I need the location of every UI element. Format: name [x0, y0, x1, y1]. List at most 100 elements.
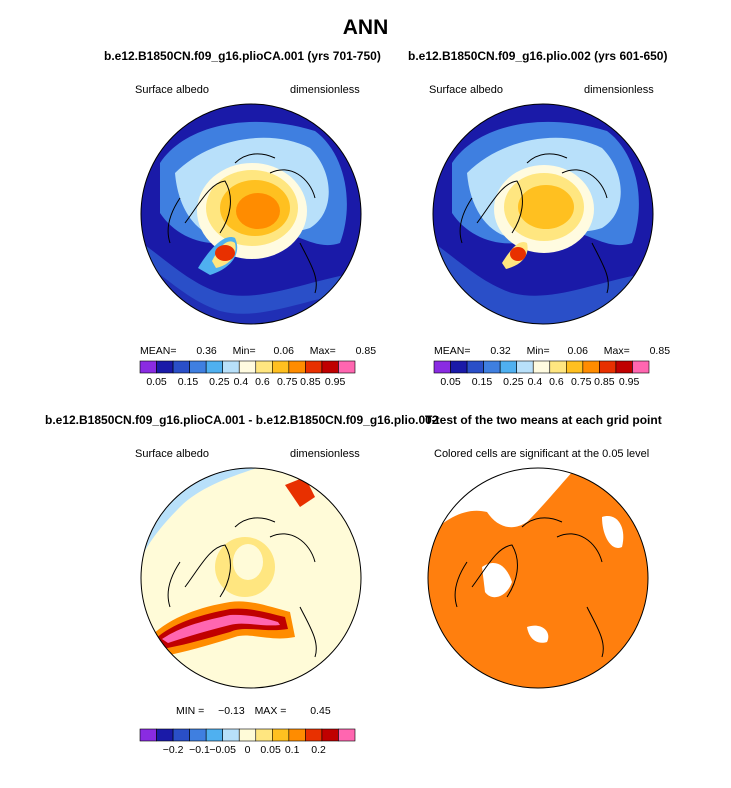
panel3-colorbar-tick-label: −0.05 — [209, 744, 236, 756]
panel4-significant-area — [428, 468, 648, 688]
panel2-colorbar-cell — [466, 360, 484, 374]
panel3-stats: MIN = −0.13 MAX = 0.45 — [176, 705, 331, 717]
panel3-min-label: MIN = — [176, 705, 205, 717]
panel3-colorbar-cell — [238, 728, 257, 742]
panel2-mean-label: MEAN= — [434, 345, 471, 357]
panel2-min-label: Min= — [526, 345, 550, 357]
panel1-colorbar-cell — [288, 360, 306, 374]
panel3-colorbar-tick-label: 0.2 — [311, 744, 326, 756]
panel4-subtitle: Colored cells are significant at the 0.0… — [434, 448, 650, 460]
panel3-colorbar-cell — [222, 728, 240, 742]
panel2-min-value: 0.06 — [567, 345, 588, 357]
panel3-colorbar-cell — [189, 728, 207, 742]
panel4-gap-south — [527, 625, 549, 643]
panel2-colorbar-tick-label: 0.85 — [594, 376, 615, 388]
panel1-colorbar-cell — [321, 360, 339, 374]
panel1-colorbar-tick-label: 0.4 — [233, 376, 249, 388]
panel2-units: dimensionless — [584, 84, 654, 96]
panel1-units: dimensionless — [290, 84, 360, 96]
panel2-colorbar-cell — [499, 360, 517, 374]
panel1-colorbar-tick-label: 0.05 — [146, 376, 167, 388]
panel1-mean-value: 0.36 — [196, 345, 217, 357]
panel2-max-value: 0.85 — [649, 345, 671, 357]
panel3-units: dimensionless — [290, 448, 360, 460]
panel3-colorbar-cell — [321, 728, 339, 742]
panel3-colorbar-tick-label: 0 — [244, 744, 251, 756]
panel1-min-value: 0.06 — [273, 345, 294, 357]
panel3-colorbar-cell — [305, 728, 323, 742]
panel1-max-label: Max= — [309, 345, 336, 357]
panel3-colorbar-cell — [156, 728, 174, 742]
page-title: ANN — [342, 16, 389, 39]
panel2-field-subpolar — [433, 243, 653, 324]
panel4-map — [427, 467, 649, 689]
panel1-min-label: Min= — [232, 345, 256, 357]
panel1-variable: Surface albedo — [135, 84, 209, 96]
panel1-field-greenland-core — [215, 245, 235, 261]
panel4-gap-central — [482, 562, 512, 598]
panel1-colorbar-tick-label: 0.6 — [255, 376, 270, 388]
panel2-colorbar-cell — [532, 360, 551, 374]
panel1-colorbar-tick-label: 0.15 — [177, 376, 199, 388]
panel1-colorbar-tick-label: 0.85 — [300, 376, 321, 388]
panel2-colorbar-tick-label: 0.05 — [440, 376, 461, 388]
panel3-field-positive-ne — [285, 477, 315, 507]
panel3-colorbar-tick-label: 0.05 — [260, 744, 281, 756]
panel4-title: T-test of the two means at each grid poi… — [425, 413, 662, 427]
panel3-colorbar-cell — [255, 728, 273, 742]
panel1-colorbar-cell — [189, 360, 207, 374]
panel1-colorbar-cell — [338, 360, 356, 374]
panel2-colorbar-cell — [566, 360, 584, 374]
panel4-map-border — [427, 467, 649, 689]
panel3-colorbar-cell — [205, 728, 223, 742]
panel3-max-label: MAX = — [254, 705, 287, 717]
panel2-colorbar-cell — [483, 360, 501, 374]
panel1-colorbar-cell — [222, 360, 240, 374]
panel2-colorbar-cell — [582, 360, 600, 374]
panel3-colorbar — [139, 728, 356, 742]
panel3-colorbar-cell — [139, 728, 157, 742]
panel1-mean-label: MEAN= — [140, 345, 177, 357]
panel4-gap-east — [602, 516, 624, 548]
panel2-colorbar-tick-label: 0.4 — [527, 376, 543, 388]
panel2-mean-value: 0.32 — [490, 345, 511, 357]
panel3-map — [140, 467, 362, 689]
panel3-map-border — [140, 467, 362, 689]
panel2-colorbar-tick-label: 0.95 — [618, 376, 640, 388]
panel3-title: b.e12.B1850CN.f09_g16.plioCA.001 - b.e12… — [45, 413, 439, 427]
panel2-stats: MEAN= 0.32 Min= 0.06 Max= 0.85 — [434, 345, 670, 357]
panel2-colorbar-cell — [615, 360, 633, 374]
panel2-variable: Surface albedo — [429, 84, 503, 96]
panel1-stats: MEAN= 0.36 Min= 0.06 Max= 0.85 — [140, 345, 376, 357]
panel1-colorbar-tick-label: 0.75 — [276, 376, 298, 388]
panel2-max-label: Max= — [603, 345, 630, 357]
panel2-colorbar-cell — [516, 360, 534, 374]
panel1-colorbar-cell — [205, 360, 223, 374]
panel3-min-value: −0.13 — [218, 705, 245, 717]
panel2-coastlines — [459, 153, 609, 294]
panel1-colorbar-cell — [238, 360, 257, 374]
panel2-colorbar-cell — [549, 360, 567, 374]
panel2-title: b.e12.B1850CN.f09_g16.plio.002 (yrs 601-… — [408, 49, 668, 63]
panel2-field-gold — [518, 185, 574, 229]
panel1-map — [140, 103, 362, 325]
panel2-map — [432, 103, 654, 325]
panel4-coastlines — [454, 517, 604, 658]
panel2-field-greenland-core — [510, 247, 526, 261]
panel2-colorbar-cell — [433, 360, 451, 374]
panel1-colorbar — [139, 360, 356, 374]
panel2-map-border — [432, 103, 654, 325]
panel1-map-border — [140, 103, 362, 325]
panel3-colorbar-cell — [272, 728, 290, 742]
panel2-colorbar-tick-label: 0.25 — [503, 376, 524, 388]
panel1-colorbar-cell — [156, 360, 174, 374]
panel2-colorbar-tick-label: 0.15 — [471, 376, 493, 388]
panel1-max-value: 0.85 — [355, 345, 377, 357]
panel3-variable: Surface albedo — [135, 448, 209, 460]
panel3-colorbar-tick-label: 0.1 — [284, 744, 300, 756]
panel3-field-band-core — [162, 614, 280, 643]
panel3-field-central-hole — [233, 544, 263, 580]
panel1-colorbar-cell — [172, 360, 190, 374]
panel1-colorbar-cell — [272, 360, 290, 374]
panel2-colorbar-tick-label: 0.75 — [570, 376, 592, 388]
